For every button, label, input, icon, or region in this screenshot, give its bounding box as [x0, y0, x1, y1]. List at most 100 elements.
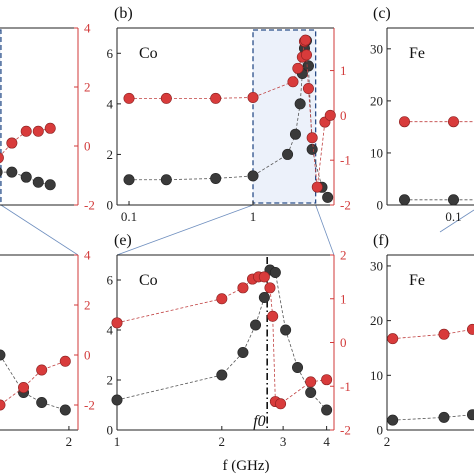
series-left-point [305, 386, 317, 398]
series-left-point [111, 394, 123, 406]
series-left-point [0, 167, 3, 177]
zoom-line-right [315, 204, 335, 256]
series-left-point [250, 319, 262, 331]
series-left-point [247, 170, 259, 182]
series-left-point [6, 166, 18, 178]
series-right-point [237, 282, 249, 294]
series-left-point [302, 60, 314, 72]
series-right-point [123, 92, 135, 104]
ytick-left-label: 2 [107, 147, 114, 162]
xtick-label: 1 [250, 209, 257, 224]
ytick-right-label: 0 [340, 335, 347, 350]
series-right-point [275, 398, 287, 410]
series-left-point [20, 171, 32, 183]
series-left-point [32, 176, 44, 188]
f0-label: f0 [253, 413, 265, 430]
series-left-line [116, 269, 327, 411]
series-left-point [36, 396, 48, 408]
panel-c-partial: 30 20 10 0 0.1 (c) Fe [370, 5, 474, 224]
series-right-line [0, 127, 51, 157]
series-right-point [6, 137, 18, 149]
ytick-left-label: 6 [107, 46, 114, 61]
series-left-point [59, 404, 71, 416]
series-right-point [160, 92, 172, 104]
element-label: Fe [409, 45, 425, 62]
ytick-right-label: 2 [84, 298, 91, 313]
ytick-right-label: 0 [84, 348, 91, 363]
zoom-line-left [116, 204, 254, 256]
series-right-point [216, 293, 228, 305]
series-right-point [299, 34, 311, 46]
ytick-right-label: 4 [84, 248, 91, 263]
series-right-point [258, 271, 270, 283]
series-right-point [0, 399, 6, 411]
series-right-point [32, 125, 44, 137]
ytick-right-label: 1 [340, 291, 347, 306]
highlight-region [0, 29, 2, 204]
series-right-point [306, 132, 318, 144]
series-left-point [306, 143, 318, 155]
series-right-line [0, 360, 66, 406]
series-left-point [447, 194, 459, 206]
ytick-left-label: 30 [370, 258, 383, 273]
panel-f-partial: 30 20 10 02 (f) Fe [370, 232, 474, 449]
series-right-point [311, 181, 323, 193]
series-left-point [160, 174, 172, 186]
series-right-point [247, 91, 259, 103]
element-label: Co [139, 45, 158, 62]
series-left-point [398, 194, 410, 206]
series-left-line [0, 171, 51, 186]
element-label: Fe [409, 272, 425, 289]
ytick-right-label: -1 [340, 379, 351, 394]
ytick-right-label: 0 [340, 108, 347, 123]
ytick-left-label: 10 [370, 145, 383, 160]
panel-label: (b) [114, 5, 133, 22]
series-left-point [237, 346, 249, 358]
zoom-line-a [0, 204, 79, 256]
series-left-point [210, 172, 222, 184]
series-left-point [280, 324, 292, 336]
series-left-point [467, 409, 474, 421]
series-right-point [398, 116, 410, 128]
ytick-right-label: 1 [340, 63, 347, 78]
series-right-point [305, 376, 317, 388]
series-right-point [264, 282, 276, 294]
ytick-right-label: -2 [84, 198, 95, 213]
xtick-label: 3 [280, 434, 287, 449]
series-right-point [292, 62, 304, 74]
ytick-left-label: 30 [370, 41, 383, 56]
ytick-right-label: -1 [340, 153, 351, 168]
series-left-point [321, 404, 333, 416]
series-right-point [18, 381, 30, 393]
series-left-point [322, 191, 334, 203]
series-right-point [36, 364, 48, 376]
xtick-label: 2 [66, 434, 73, 449]
series-right-point [302, 82, 314, 94]
ytick-right-label: 4 [84, 21, 91, 36]
ytick-left-label: 2 [107, 373, 114, 388]
series-left-point [282, 148, 294, 160]
series-left-point [258, 291, 270, 303]
series-left-point [0, 349, 6, 361]
series-right-point [267, 310, 279, 322]
xtick-label: 2 [384, 434, 391, 449]
series-left-point [216, 369, 228, 381]
ytick-right-label: -2 [340, 423, 351, 438]
series-right-point [59, 355, 71, 367]
xtick-label: 1 [114, 434, 121, 449]
series-right-point [0, 152, 4, 164]
ytick-left-label: 0 [107, 423, 114, 438]
series-right-point [44, 122, 56, 134]
series-left-point [44, 179, 56, 191]
ytick-right-label: -2 [340, 198, 351, 213]
ytick-left-label: 10 [370, 368, 383, 383]
ytick-left-label: 0 [377, 198, 384, 213]
series-right-line [392, 328, 474, 340]
ytick-left-label: 0 [107, 198, 114, 213]
series-left-point [123, 174, 135, 186]
panel-label: (c) [373, 5, 391, 22]
series-left-point [387, 414, 399, 426]
